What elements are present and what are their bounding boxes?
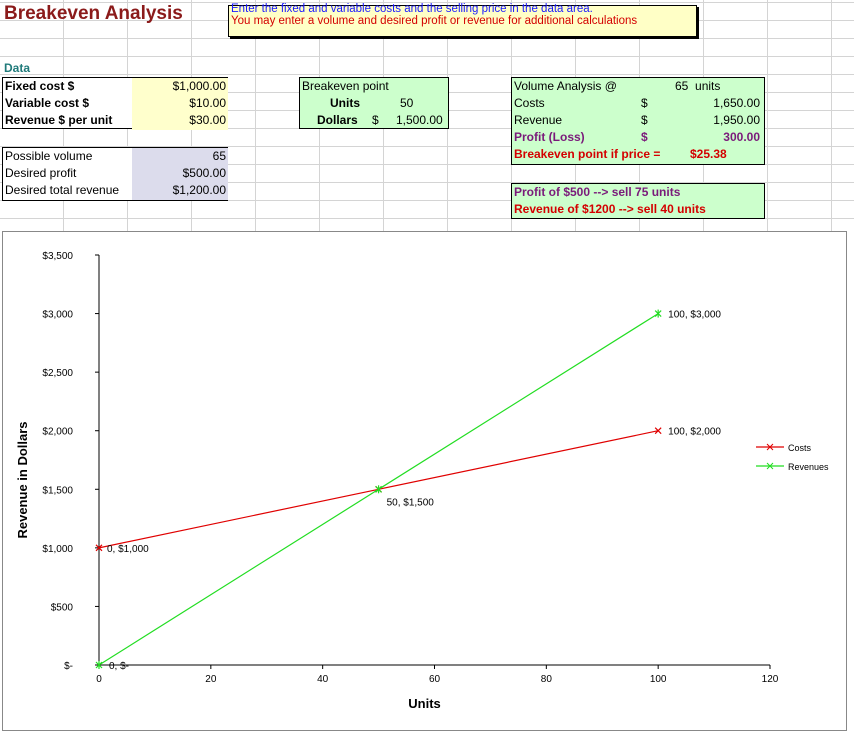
desired-profit-label: Desired profit <box>5 166 77 180</box>
volume-profit-value: 300.00 <box>723 130 760 144</box>
volume-revenue-label: Revenue <box>514 113 563 127</box>
x-tick-label: 60 <box>429 674 441 685</box>
variable-cost-cell[interactable]: $10.00 <box>132 95 228 113</box>
breakeven-header: Breakeven point <box>302 79 389 93</box>
revenue-per-unit-cell[interactable]: $30.00 <box>132 112 228 130</box>
input-label-revenue-per-unit: Revenue $ per unit <box>5 113 113 127</box>
volume-costs-symbol: $ <box>641 96 648 110</box>
breakeven-table: Breakeven point Units 50 Dollars $ 1,500… <box>299 77 449 129</box>
x-tick-label: 20 <box>205 674 217 685</box>
data-point-marker <box>654 427 662 435</box>
y-tick-label: $500 <box>51 602 74 613</box>
possible-volume-label: Possible volume <box>5 149 93 163</box>
breakeven-dollars-symbol: $ <box>372 113 379 127</box>
data-label: 0, $- <box>109 661 129 672</box>
y-tick-label: $1,500 <box>42 485 73 496</box>
data-label: 0, $1,000 <box>107 544 149 555</box>
x-tick-label: 40 <box>317 674 329 685</box>
y-tick-label: $1,000 <box>42 544 73 555</box>
y-tick-label: $3,500 <box>42 251 73 262</box>
input-label-variable-cost: Variable cost $ <box>5 96 90 110</box>
instruction-line-1: Enter the fixed and variable costs and t… <box>231 3 593 15</box>
legend-label-revenues: Revenues <box>788 462 829 472</box>
volume-profit-label: Profit (Loss) <box>514 130 585 144</box>
volume-costs-value: 1,650.00 <box>713 96 760 110</box>
legend-marker <box>766 443 774 451</box>
legend-marker <box>766 462 774 470</box>
input-label-fixed-cost: Fixed cost $ <box>5 79 75 93</box>
data-label: 100, $3,000 <box>668 310 721 321</box>
data-label: 100, $2,000 <box>668 427 721 438</box>
breakeven-price-value: $25.38 <box>690 147 727 161</box>
data-label: 50, $1,500 <box>387 497 435 508</box>
breakeven-chart[interactable]: $- $500 $1,000 $1,500 $2,000 $2,500 $3,000 $3,5… <box>2 231 847 731</box>
y-tick-label: $2,500 <box>42 368 73 379</box>
instruction-line-2: You may enter a volume and desired profi… <box>231 15 638 27</box>
target-results-table: Profit of $500 --> sell 75 units Revenue… <box>511 183 765 219</box>
breakeven-dollars-value: 1,500.00 <box>396 113 443 127</box>
breakeven-units-label: Units <box>330 96 360 110</box>
x-axis-title: Units <box>408 696 441 711</box>
desired-total-revenue-label: Desired total revenue <box>5 183 120 197</box>
x-tick-label: 80 <box>541 674 553 685</box>
desired-profit-cell[interactable]: $500.00 <box>132 165 228 183</box>
breakeven-price-label: Breakeven point if price = <box>514 147 661 161</box>
data-section-label: Data <box>4 61 31 75</box>
y-tick-label: $3,000 <box>42 310 73 321</box>
possible-volume-cell[interactable]: 65 <box>132 148 228 166</box>
inputs-table: Fixed cost $ $1,000.00 Variable cost $ $… <box>2 77 228 130</box>
y-axis-title: Revenue in Dollars <box>15 421 30 538</box>
breakeven-dollars-label: Dollars <box>317 113 358 127</box>
volume-revenue-value: 1,950.00 <box>713 113 760 127</box>
volume-revenue-symbol: $ <box>641 113 648 127</box>
optional-inputs-table: Possible volume 65 Desired profit $500.0… <box>2 147 228 201</box>
profit-target-result: Profit of $500 --> sell 75 units <box>514 185 681 199</box>
volume-analysis-header: Volume Analysis @ <box>514 79 617 93</box>
fixed-cost-cell[interactable]: $1,000.00 <box>132 78 228 96</box>
page-title: Breakeven Analysis <box>4 3 183 24</box>
volume-analysis-units: 65 units <box>675 79 721 93</box>
x-tick-label: 0 <box>96 674 102 685</box>
revenue-target-result: Revenue of $1200 --> sell 40 units <box>514 202 706 216</box>
desired-total-revenue-cell[interactable]: $1,200.00 <box>132 182 228 200</box>
x-tick-label: 100 <box>650 674 667 685</box>
breakeven-units-value: 50 <box>400 96 414 110</box>
x-tick-label: 120 <box>762 674 779 685</box>
y-tick-label: $2,000 <box>42 427 73 438</box>
legend-label-costs: Costs <box>788 443 812 453</box>
volume-costs-label: Costs <box>514 96 545 110</box>
chart-canvas: $- $500 $1,000 $1,500 $2,000 $2,500 $3,000 $3,5… <box>15 251 829 711</box>
data-point-marker <box>95 544 103 552</box>
instruction-note: Enter the fixed and variable costs and t… <box>228 3 697 37</box>
y-tick-label: $- <box>64 661 73 672</box>
volume-analysis-table: Volume Analysis @ 65 units Costs $ 1,650… <box>511 77 765 165</box>
volume-profit-symbol: $ <box>641 130 648 144</box>
